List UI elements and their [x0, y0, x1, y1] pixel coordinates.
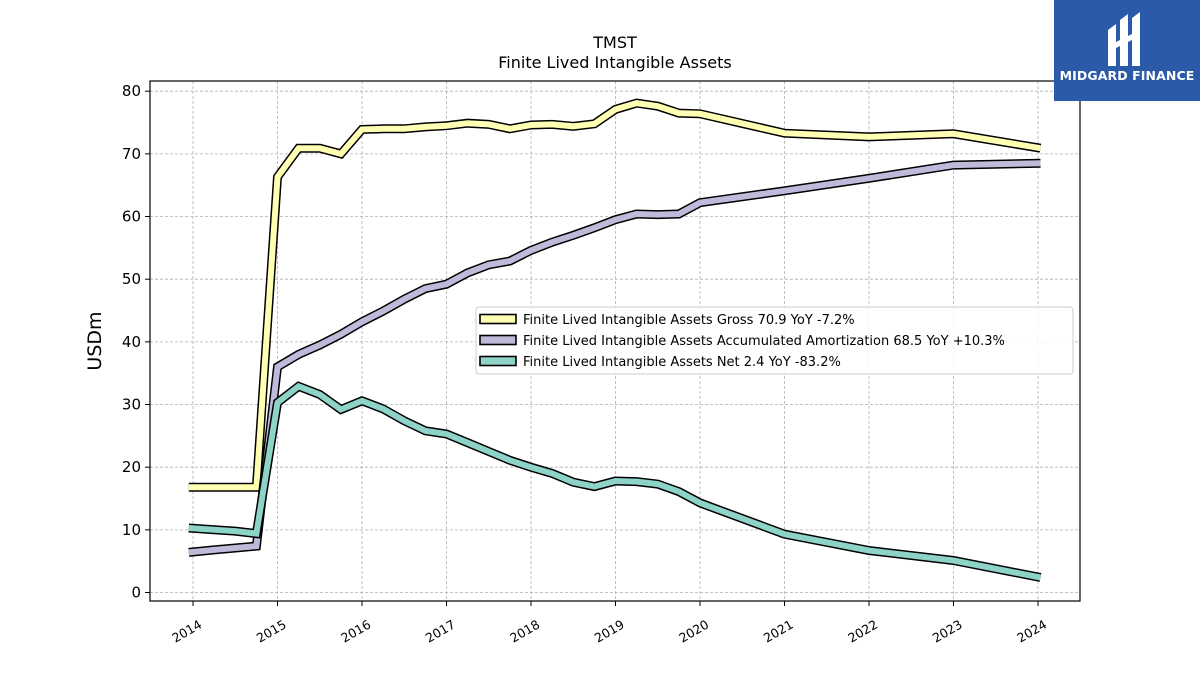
x-tick-label: 2023	[930, 617, 965, 646]
x-tick-label: 2016	[338, 617, 373, 646]
legend-swatch-2	[479, 355, 517, 367]
y-tick-label: 70	[122, 145, 141, 163]
series-line-0	[188, 100, 1041, 491]
series-lines	[188, 98, 1042, 582]
x-tick-label: 2018	[507, 617, 542, 646]
x-tick-label: 2015	[254, 617, 289, 646]
y-tick-label: 60	[122, 208, 141, 226]
brand-name: MIDGARD FINANCE	[1059, 68, 1195, 83]
legend-swatch-1	[479, 334, 517, 346]
y-tick-label: 20	[122, 458, 141, 476]
brand-mark-icon	[1108, 12, 1140, 66]
chart-subtitle: Finite Lived Intangible Assets	[498, 53, 731, 72]
series-outline-0	[188, 98, 1042, 492]
brand-logo: MIDGARD FINANCE	[1054, 0, 1200, 101]
x-tick-label: 2019	[592, 617, 627, 646]
y-tick-label: 0	[131, 584, 141, 602]
legend-label-0: Finite Lived Intangible Assets Gross 70.…	[523, 313, 855, 328]
y-tick-label: 10	[122, 521, 141, 539]
y-tick-label: 40	[122, 333, 141, 351]
legend: Finite Lived Intangible Assets Gross 70.…	[475, 306, 1074, 375]
y-tick-label: 50	[122, 270, 141, 288]
x-tick-label: 2022	[845, 617, 880, 646]
x-tick-label: 2024	[1014, 617, 1049, 646]
y-axis-label: USDm	[84, 311, 106, 370]
legend-swatch-0	[479, 313, 517, 325]
series-line-1	[188, 160, 1041, 556]
x-tick-label: 2021	[761, 617, 796, 646]
y-tick-label: 30	[122, 396, 141, 414]
legend-label-2: Finite Lived Intangible Assets Net 2.4 Y…	[523, 355, 841, 370]
chart-title: TMST	[592, 33, 637, 52]
y-tick-label: 80	[122, 82, 141, 100]
x-tick-label: 2017	[423, 617, 458, 646]
legend-label-1: Finite Lived Intangible Assets Accumulat…	[523, 334, 1005, 349]
series-line-2	[188, 382, 1042, 581]
x-tick-label: 2020	[676, 617, 711, 646]
legend-box	[475, 306, 1074, 375]
x-tick-label: 2014	[169, 617, 204, 646]
